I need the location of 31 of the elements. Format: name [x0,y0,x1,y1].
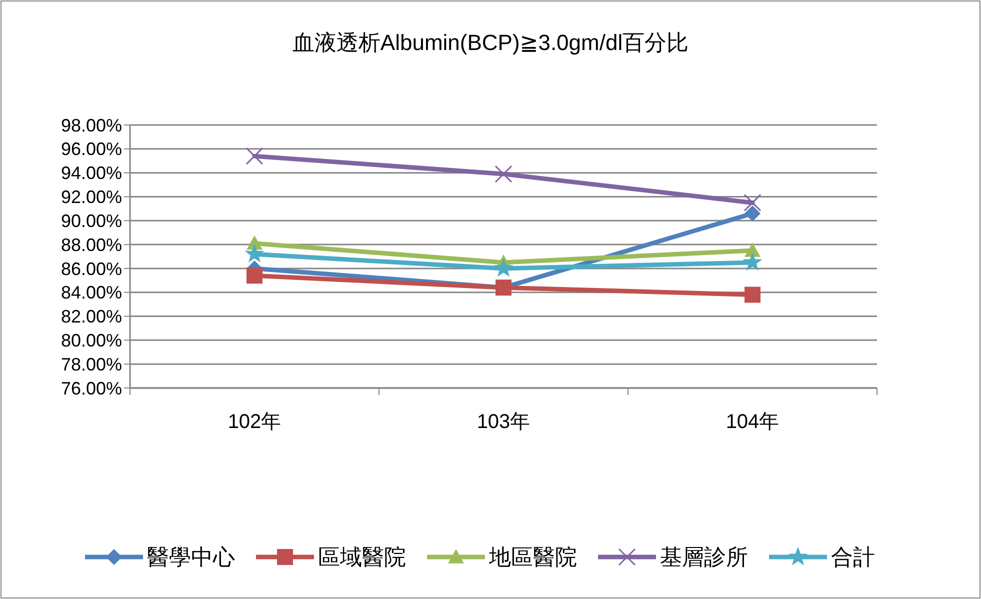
point [494,165,512,183]
y-tick-label: 78.00% [60,354,122,374]
point [246,268,262,284]
x-tick-label: 102年 [228,411,282,433]
chart-title: 血液透析Albumin(BCP)≧3.0gm/dl百分比 [292,30,689,55]
y-tick-label: 96.00% [60,139,122,160]
legend-label: 基層診所 [660,544,748,570]
y-tick-label: 94.00% [60,163,122,184]
y-tick-label: 80.00% [60,330,122,350]
y-tick-label: 84.00% [60,282,122,303]
y-tick-label: 92.00% [60,187,122,208]
point [246,244,264,262]
y-tick-label: 98.00% [60,115,122,136]
point [494,259,512,276]
y-tick-label: 86.00% [60,258,122,279]
y-tick-label: 82.00% [60,306,122,327]
point [744,286,760,303]
point [744,242,760,257]
point [744,253,762,270]
x-tick-label: 103年 [476,411,530,433]
point [744,194,762,212]
y-tick-label: 88.00% [60,234,122,255]
legend-label: 區域醫院 [318,544,406,570]
x-tick-label: 104年 [726,411,780,433]
y-tick-label: 76.00% [60,378,122,398]
point [246,147,264,165]
point [744,205,760,222]
legend-label: 合計 [831,544,875,570]
y-tick-label: 90.00% [60,210,122,231]
legend-label: 醫學中心 [147,544,235,570]
legend-label: 地區醫院 [488,544,577,570]
